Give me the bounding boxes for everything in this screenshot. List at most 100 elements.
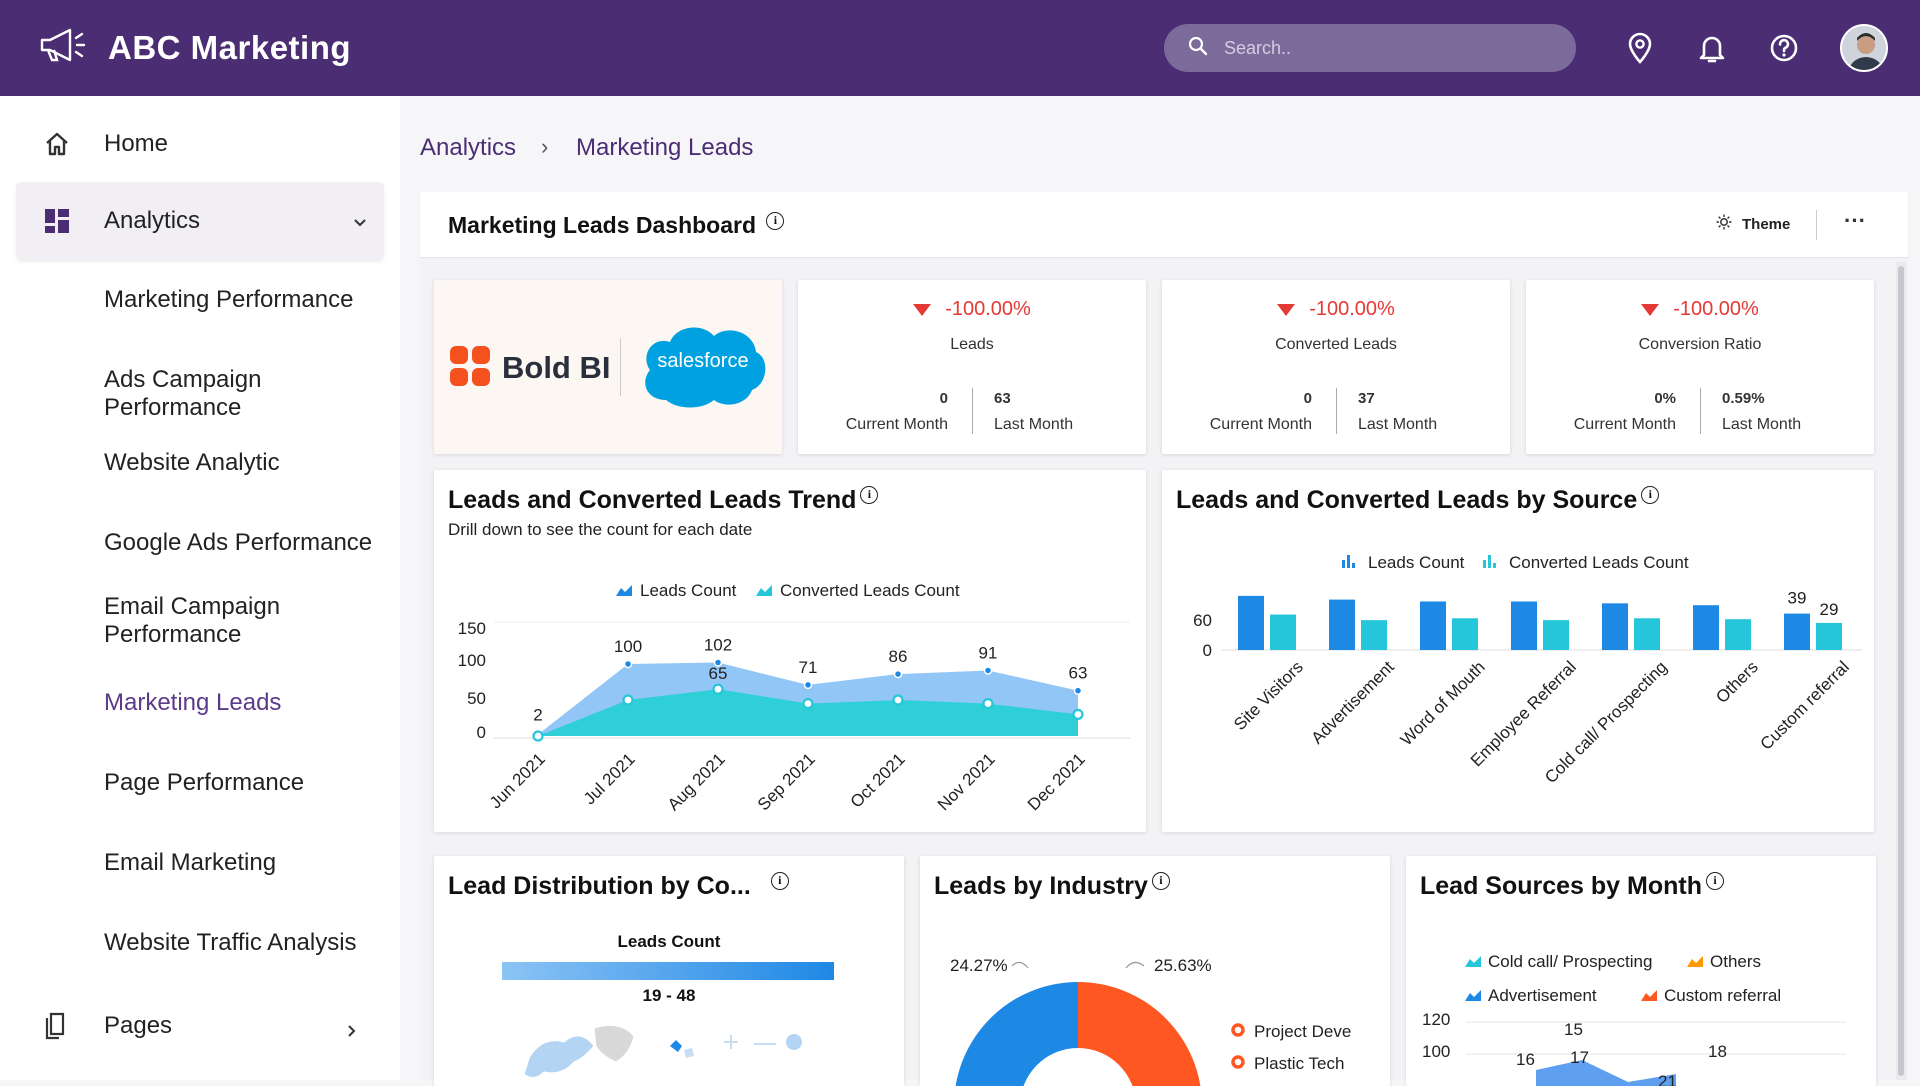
dashboard-panel: Marketing Leads Dashboard i Theme ··· Bo… [420,192,1908,1086]
source-chart-card[interactable]: Leads and Converted Leads by Source i Lea… [1162,470,1874,832]
sidebar-item-label: Analytics [104,207,201,234]
info-icon[interactable]: i [1151,872,1170,890]
info-icon[interactable]: i [1705,872,1724,890]
more-options-button[interactable]: ··· [1844,208,1866,233]
help-icon[interactable] [1764,28,1804,68]
bar-converted[interactable] [1452,618,1478,650]
legend-title: Leads Count [617,932,721,951]
area-series-converted [538,689,1078,736]
scrollbar-thumb[interactable] [1898,266,1904,1076]
data-point-leads [713,658,723,667]
info-icon[interactable]: i [770,872,789,890]
bar-converted[interactable] [1543,620,1569,650]
info-icon[interactable]: i [1641,486,1660,504]
bar-leads[interactable] [1693,605,1719,650]
world-map[interactable] [434,1006,904,1086]
sidebar-item-pages[interactable]: Pages [0,1004,400,1048]
search-box[interactable] [1164,24,1576,72]
donut-slice[interactable] [1078,982,1202,1086]
trend-chart[interactable]: Leads Count Converted Leads Count 150 100 50… [434,470,1146,832]
source-chart[interactable]: Leads Count Converted Leads Count 60 0 Site … [1162,470,1874,832]
data-label: 29 [1820,600,1839,619]
y-tick-label: 0 [477,723,486,742]
y-tick-label: 60 [1193,611,1212,630]
sidebar-subitem-marketing-performance[interactable]: Marketing Performance [104,286,354,313]
sidebar-item-analytics[interactable]: Analytics [16,182,384,260]
dashboard-header: Marketing Leads Dashboard i Theme ··· [420,192,1908,258]
x-tick-label: Nov 2021 [934,749,999,814]
x-tick-label: Others [1712,657,1762,707]
theme-button[interactable]: Theme [1716,214,1790,234]
legend-label: Cold call/ Prospecting [1488,952,1653,971]
legend-icon-leads [616,585,632,596]
bar-leads[interactable] [1784,613,1810,650]
distribution-card[interactable]: Lead Distribution by Co... i Leads Count … [434,856,904,1086]
bar-converted[interactable] [1270,614,1296,650]
breadcrumb-analytics[interactable]: Analytics [420,134,517,161]
bar-converted[interactable] [1725,619,1751,650]
top-bar: ABC Marketing [0,0,1920,96]
y-tick-label: 50 [467,689,486,708]
x-tick-label: Dec 2021 [1024,749,1089,814]
kpi-last-label: Last Month [1722,416,1802,433]
industry-donut-chart[interactable] [920,856,1390,1086]
sidebar-item-home[interactable]: Home [0,122,400,166]
sources-month-chart[interactable] [1406,856,1876,1086]
sidebar-subitem-website-traffic-analysis[interactable]: Website Traffic Analysis [104,929,357,956]
data-label: 86 [889,647,908,666]
bar-leads[interactable] [1511,601,1537,650]
x-tick-label: Jun 2021 [486,749,549,812]
sidebar-subitem-google-ads-performance[interactable]: Google Ads Performance [104,529,373,556]
kpi-card-converted-leads[interactable]: -100.00% Converted Leads 0 Current Month… [1162,280,1510,454]
kpi-last-label: Last Month [1358,416,1438,433]
bar-leads[interactable] [1329,599,1355,650]
breadcrumb-current: Marketing Leads [576,134,754,161]
industry-card[interactable]: Leads by Industry i 24.27% 25.63% Project… [920,856,1390,1086]
y-tick-label: 120 [1422,1010,1451,1029]
donut-slice[interactable] [954,982,1078,1086]
bar-converted[interactable] [1634,618,1660,650]
boldbi-logo-text: Bold BI [502,350,611,385]
search-input[interactable] [1224,37,1554,59]
x-tick-label: Sep 2021 [754,749,819,814]
brand[interactable]: ABC Marketing [38,26,351,71]
kpi-last-value: 0.59% [1722,390,1765,407]
bell-icon[interactable] [1692,28,1732,68]
user-avatar[interactable] [1840,24,1888,72]
sidebar-subitem-email-campaign-performance[interactable]: Email Campaign Performance [104,593,281,648]
data-label: 91 [979,643,998,662]
bar-leads[interactable] [1420,601,1446,650]
legend-label: Leads Count [640,581,737,600]
kpi-card-conversion-ratio[interactable]: -100.00% Conversion Ratio 0% Current Mon… [1526,280,1874,454]
bar-converted[interactable] [1361,620,1387,650]
sidebar-subitem-email-marketing[interactable]: Email Marketing [104,849,277,876]
kpi-divider [972,388,973,434]
kpi-card-leads[interactable]: -100.00% Leads 0 Current Month 63 Last M… [798,280,1146,454]
sources-month-card[interactable]: Lead Sources by Month i Cold call/ Prospe… [1406,856,1876,1086]
bar-leads[interactable] [1238,595,1264,650]
boldbi-logo-icon [450,346,490,391]
chart-title: Lead Sources by Month i [1420,872,1724,901]
sidebar-subitem-website-analytic[interactable]: Website Analytic [104,449,280,476]
location-pin-icon[interactable] [1620,28,1660,68]
bar-converted[interactable] [1816,622,1842,650]
sidebar-subitem-marketing-leads[interactable]: Marketing Leads [104,689,282,716]
data-label: 17 [1570,1048,1589,1067]
sidebar-subitem-page-performance[interactable]: Page Performance [104,769,305,796]
bar-leads[interactable] [1602,603,1628,650]
area-series[interactable] [1536,1060,1676,1086]
down-triangle-icon [913,303,932,316]
kpi-current-value: 0 [939,390,948,407]
data-label: 63 [1069,664,1088,683]
chart-title: Leads and Converted Leads by Source i [1176,486,1660,515]
trend-chart-card[interactable]: Leads and Converted Leads Trend i Drill d… [434,470,1146,832]
sidebar-subitem-ads-campaign-performance[interactable]: Ads Campaign Performance [104,366,262,421]
y-tick-label: 0 [1203,641,1212,660]
legend-icon-leads [1342,555,1355,568]
info-icon[interactable]: i [766,212,785,230]
down-triangle-icon [1277,303,1296,316]
data-label: 16 [1516,1050,1535,1069]
breadcrumb-separator: › [541,134,549,159]
info-icon[interactable]: i [860,486,879,504]
data-label: 102 [704,636,732,655]
